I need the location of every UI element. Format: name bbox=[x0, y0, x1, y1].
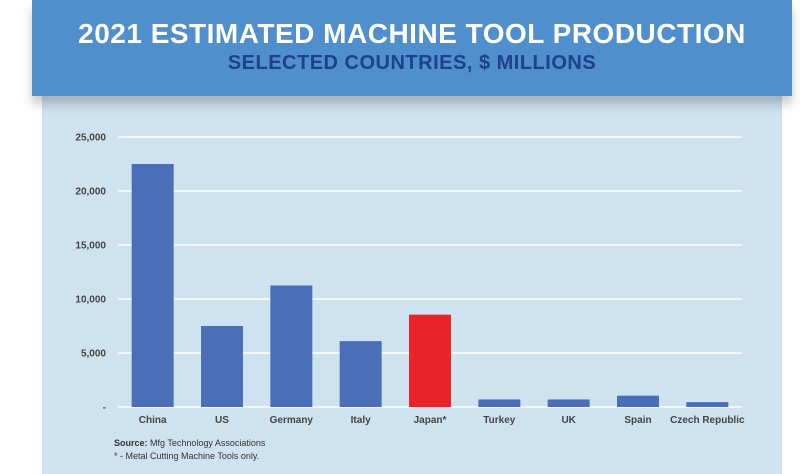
x-tick-label: Germany bbox=[270, 415, 314, 426]
chart-subtitle: SELECTED COUNTRIES, $ MILLIONS bbox=[227, 52, 597, 74]
bar-china bbox=[131, 164, 174, 407]
bar-us bbox=[201, 326, 243, 407]
bar-uk bbox=[547, 399, 590, 407]
y-tick-label: 25,000 bbox=[75, 133, 106, 144]
x-tick-label: China bbox=[139, 415, 167, 426]
x-tick-label: Czech Republic bbox=[670, 415, 745, 426]
y-tick-label: 10,000 bbox=[75, 295, 106, 306]
y-tick-label: 20,000 bbox=[75, 187, 106, 198]
bar-spain bbox=[617, 395, 659, 407]
bar-turkey bbox=[478, 399, 521, 407]
x-tick-label: US bbox=[215, 415, 229, 426]
bar-czech-republic bbox=[686, 402, 729, 407]
x-tick-label: Spain bbox=[624, 415, 651, 426]
source-label: Source: bbox=[114, 438, 148, 448]
x-tick-label: UK bbox=[561, 415, 576, 426]
chart-title: 2021 ESTIMATED MACHINE TOOL PRODUCTION bbox=[78, 18, 746, 49]
source-note: Source: Mfg Technology Associations bbox=[114, 437, 265, 450]
x-tick-label: Italy bbox=[351, 415, 371, 426]
title-banner: 2021 ESTIMATED MACHINE TOOL PRODUCTION S… bbox=[32, 0, 792, 96]
y-tick-label: 5,000 bbox=[81, 349, 106, 360]
bar-italy bbox=[339, 341, 382, 407]
footnote: * - Metal Cutting Machine Tools only. bbox=[114, 451, 260, 461]
chart-notes: Source: Mfg Technology Associations * - … bbox=[114, 437, 265, 463]
y-tick-label: - bbox=[103, 403, 106, 414]
bar-germany bbox=[270, 285, 313, 407]
x-tick-label: Japan* bbox=[414, 415, 447, 426]
x-tick-label: Turkey bbox=[483, 415, 515, 426]
y-tick-label: 15,000 bbox=[75, 241, 106, 252]
source-text: Mfg Technology Associations bbox=[147, 438, 266, 448]
bar-japan bbox=[409, 314, 451, 407]
